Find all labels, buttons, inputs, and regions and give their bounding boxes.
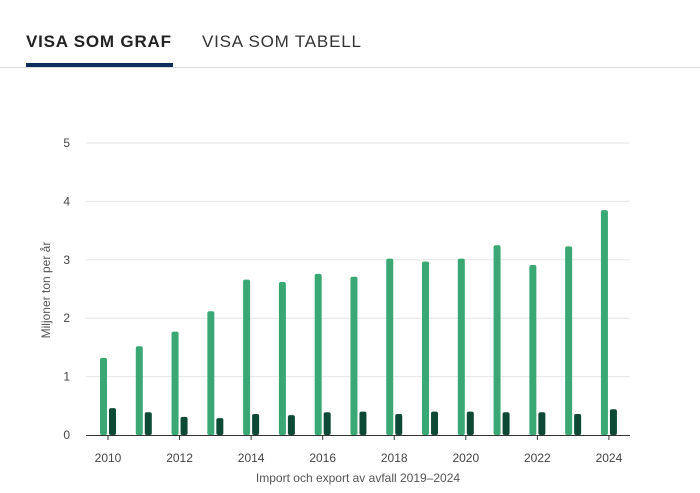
bar-series-1 xyxy=(493,245,501,435)
y-tick-label: 0 xyxy=(63,428,70,442)
x-tick-label: 2018 xyxy=(381,451,408,465)
bar-series-2 xyxy=(538,412,546,435)
y-tick-label: 5 xyxy=(63,136,70,150)
x-tick-label: 2016 xyxy=(309,451,336,465)
x-tick-label: 2022 xyxy=(524,451,551,465)
bar-series-2 xyxy=(323,412,331,435)
x-tick-label: 2020 xyxy=(452,451,479,465)
bar-series-1 xyxy=(386,258,394,435)
axes: 0 1 2 3 4 5 2010 2012 2014 2016 2018 2020 2022 2024 xyxy=(63,136,630,465)
bar-series-2 xyxy=(109,408,116,435)
bar-series-2 xyxy=(574,413,582,435)
bar-series-2 xyxy=(359,411,367,435)
bar-series-2 xyxy=(216,418,224,435)
bar-series-1 xyxy=(135,346,143,435)
y-tick-label: 2 xyxy=(63,311,70,325)
bar-series-1 xyxy=(565,246,573,435)
bars xyxy=(100,210,617,435)
bar-series-2 xyxy=(466,411,474,435)
x-tick-label: 2024 xyxy=(596,451,623,465)
x-axis-label: Import och export av avfall 2019–2024 xyxy=(256,471,460,485)
x-tick-label: 2010 xyxy=(95,451,122,465)
bar-series-2 xyxy=(609,409,617,435)
bar-series-1 xyxy=(457,258,465,435)
tab-visa-som-tabell[interactable]: VISA SOM TABELL xyxy=(202,32,362,51)
bar-series-1 xyxy=(314,273,322,435)
bar-series-1 xyxy=(243,279,251,435)
x-tick-label: 2012 xyxy=(166,451,193,465)
bar-series-1 xyxy=(278,281,286,435)
y-tick-label: 3 xyxy=(63,253,70,267)
bar-series-1 xyxy=(171,331,179,435)
x-tick-label: 2014 xyxy=(238,451,265,465)
bar-series-2 xyxy=(287,415,295,435)
bar-series-2 xyxy=(180,416,188,435)
tab-visa-som-graf[interactable]: VISA SOM GRAF xyxy=(26,32,172,51)
bar-series-1 xyxy=(100,357,107,435)
y-axis-label: Miljoner ton per år xyxy=(39,242,53,339)
bar-series-1 xyxy=(207,311,215,435)
bar-series-1 xyxy=(529,265,537,435)
bar-series-1 xyxy=(600,210,608,435)
y-tick-label: 4 xyxy=(63,194,70,208)
tab-bar: VISA SOM GRAF VISA SOM TABELL xyxy=(0,0,700,68)
bar-series-2 xyxy=(252,413,260,435)
bar-series-1 xyxy=(422,261,430,435)
bar-series-2 xyxy=(144,412,152,435)
y-tick-label: 1 xyxy=(63,370,70,384)
active-tab-indicator xyxy=(26,63,173,67)
bar-series-2 xyxy=(395,413,403,435)
bar-series-1 xyxy=(350,276,358,435)
grid-lines xyxy=(86,142,630,378)
tabs-divider xyxy=(0,67,700,68)
bar-series-2 xyxy=(431,411,439,435)
bar-series-2 xyxy=(502,412,510,435)
